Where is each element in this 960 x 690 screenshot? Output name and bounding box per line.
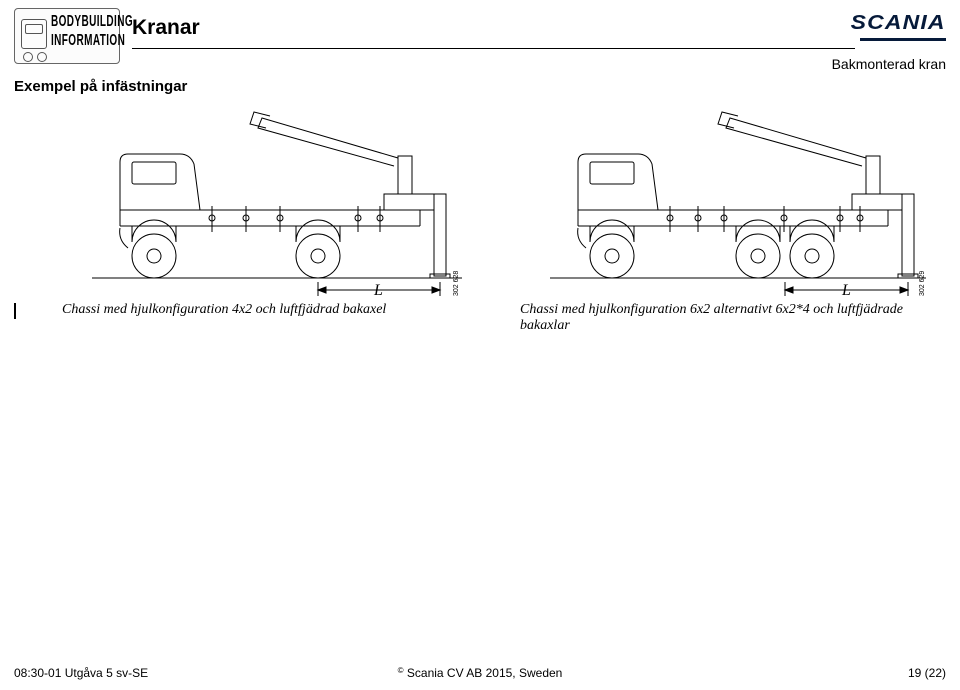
figure-caption: Chassi med hjulkonfiguration 4x2 och luf… (62, 302, 482, 318)
figure-6x2: L 302 629 Chassi med hjulkonfiguration 6… (520, 110, 940, 334)
badge-line-1: BODYBUILDING (51, 13, 115, 31)
section-heading: Exempel på infästningar (14, 78, 187, 95)
figure-number: 302 629 (919, 271, 926, 296)
dimension-label-L: L (841, 282, 851, 299)
revision-change-bar (14, 303, 16, 319)
figure-number: 302 628 (453, 271, 460, 296)
scania-logo-underline (860, 38, 946, 41)
badge-line-2: INFORMATION (51, 32, 115, 50)
header-rule (132, 48, 855, 49)
figure-4x2: L 302 628 Chassi med hjulkonfiguration 4… (62, 110, 482, 318)
header-subtitle: Bakmonterad kran (832, 56, 946, 72)
truck-6x2-diagram: L 302 629 (520, 110, 940, 300)
bodybuilding-info-badge: BODYBUILDING INFORMATION (14, 8, 120, 64)
badge-wheel-icon (23, 52, 33, 62)
figure-caption: Chassi med hjulkonfiguration 6x2 alterna… (520, 302, 940, 334)
dimension-label-L: L (373, 282, 383, 299)
page-header: BODYBUILDING INFORMATION Kranar SCANIA B… (0, 12, 960, 66)
badge-truck-icon (21, 19, 47, 49)
scania-logo: SCANIA (851, 12, 946, 35)
footer-center-text: Scania CV AB 2015, Sweden (407, 666, 562, 680)
truck-4x2-diagram: L 302 628 (62, 110, 482, 300)
footer-center: © Scania CV AB 2015, Sweden (14, 666, 946, 680)
badge-wheel-icon (37, 52, 47, 62)
document-title: Kranar (132, 16, 200, 40)
copyright-icon: © (398, 666, 404, 675)
page-footer: 08:30-01 Utgåva 5 sv-SE © Scania CV AB 2… (14, 666, 946, 680)
